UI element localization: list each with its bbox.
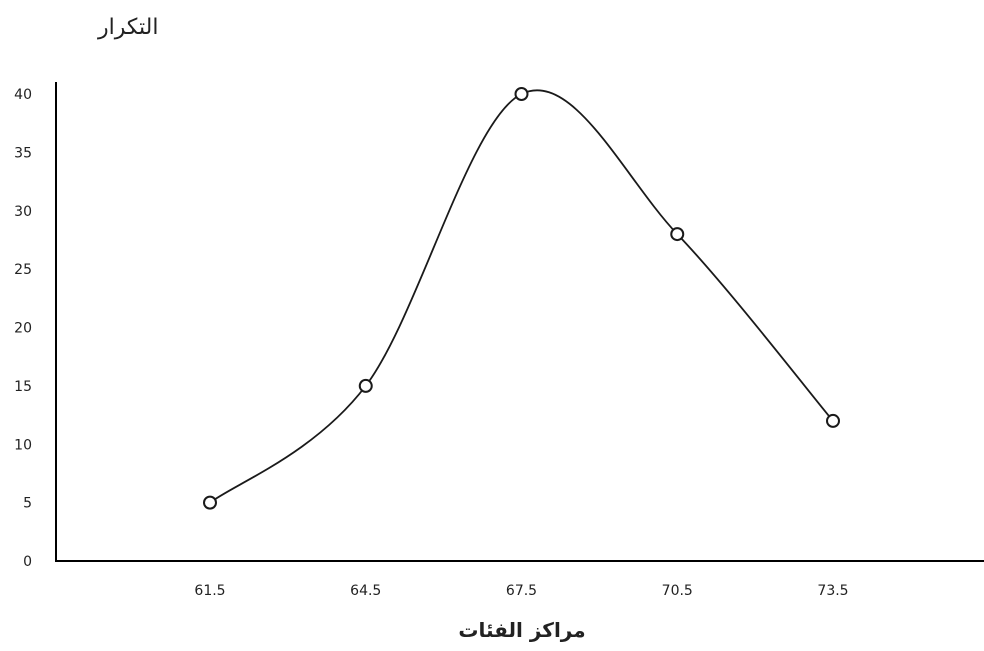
y-axis-label: التكرار [97,15,158,40]
y-tick-label: 20 [14,321,32,337]
x-tick-label: 73.5 [817,583,848,599]
x-tick-label: 70.5 [662,583,693,599]
y-tick-label: 25 [14,262,32,278]
data-points [203,87,840,510]
data-point [670,227,685,242]
data-point [514,87,529,101]
y-tick-label: 15 [14,379,32,395]
data-point [358,378,373,393]
x-tick-label: 61.5 [194,583,225,599]
series-line [209,89,834,504]
x-axis-label: مراكز الفئات [458,618,585,642]
y-tick-label: 40 [14,87,32,103]
x-tick-label: 67.5 [506,583,537,599]
data-point [826,413,840,428]
y-tick-label: 10 [14,437,32,453]
y-tick-label: 5 [23,496,32,512]
y-tick-label: 35 [14,145,32,161]
y-tick-label: 0 [23,554,32,570]
y-tick-labels: 0 5 10 15 20 25 30 35 40 [14,87,32,570]
x-tick-label: 64.5 [350,583,381,599]
data-point [203,495,217,510]
y-tick-label: 30 [14,204,32,220]
x-tick-labels: 61.5 64.5 67.5 70.5 73.5 [194,583,848,599]
